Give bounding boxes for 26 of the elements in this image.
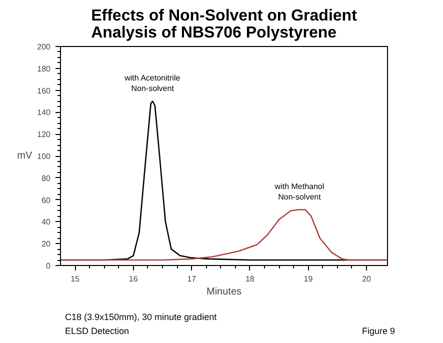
y-tick-label: 120 bbox=[37, 130, 52, 140]
caption: Figure 9 bbox=[362, 325, 395, 338]
y-tick-label: 80 bbox=[42, 174, 52, 183]
x-tick-label: 16 bbox=[128, 274, 138, 284]
y-tick-label: 20 bbox=[42, 240, 52, 249]
y-tick-label: 160 bbox=[37, 86, 52, 96]
x-tick-label: 20 bbox=[362, 274, 372, 284]
x-tick-label: 19 bbox=[304, 274, 314, 284]
x-tick-label: 17 bbox=[187, 274, 197, 284]
x-tick-label: 15 bbox=[70, 274, 80, 284]
y-tick-label: 60 bbox=[42, 196, 52, 205]
text: with Acetonitrile Non-solvent bbox=[124, 73, 181, 94]
text: C18 (3.9x150mm), 30 minute gradient bbox=[65, 311, 217, 324]
y-tick-label: 200 bbox=[37, 42, 52, 52]
chart-title: Effects of Non-Solvent on Gradient Analysis of NBS706 Polystyrene bbox=[91, 8, 358, 42]
y-tick-label: 100 bbox=[37, 152, 52, 161]
y-tick-label: 0 bbox=[46, 262, 52, 270]
y-tick-label: 180 bbox=[37, 64, 52, 74]
y-tick-label: 40 bbox=[42, 218, 52, 227]
y-tick-label: 140 bbox=[37, 108, 52, 118]
x-tick-label: 18 bbox=[245, 274, 255, 284]
y-axis-title: mV bbox=[17, 150, 32, 162]
text: with Methanol Non-solvent bbox=[274, 182, 324, 202]
x-axis-title: Minutes bbox=[206, 286, 242, 298]
line-series bbox=[60, 209, 388, 261]
text: ELSD Detection bbox=[65, 325, 130, 338]
